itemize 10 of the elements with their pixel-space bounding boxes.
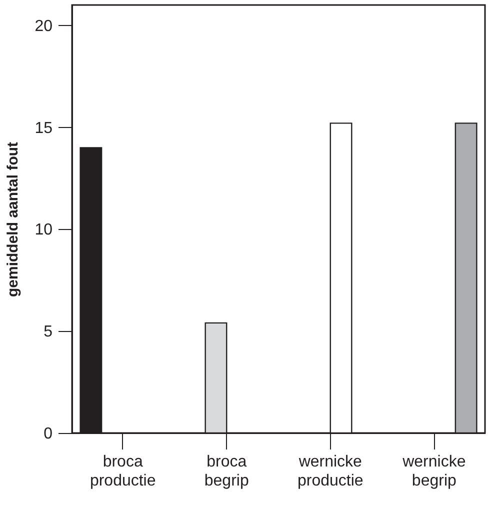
x-tick-label: broca begrip <box>204 454 249 490</box>
y-tick-label: 5 <box>44 324 53 341</box>
x-tick-label: broca productie <box>90 454 156 490</box>
y-tick-label: 15 <box>34 120 53 137</box>
y-tick-label: 20 <box>34 18 53 35</box>
x-tick-label: wernicke productie <box>297 454 364 490</box>
y-tick-label: 10 <box>34 222 53 239</box>
x-tick-label: wernicke begrip <box>402 454 466 490</box>
y-axis-title: gemiddeld aantal fout <box>4 142 22 298</box>
y-tick-label: 0 <box>44 426 53 442</box>
